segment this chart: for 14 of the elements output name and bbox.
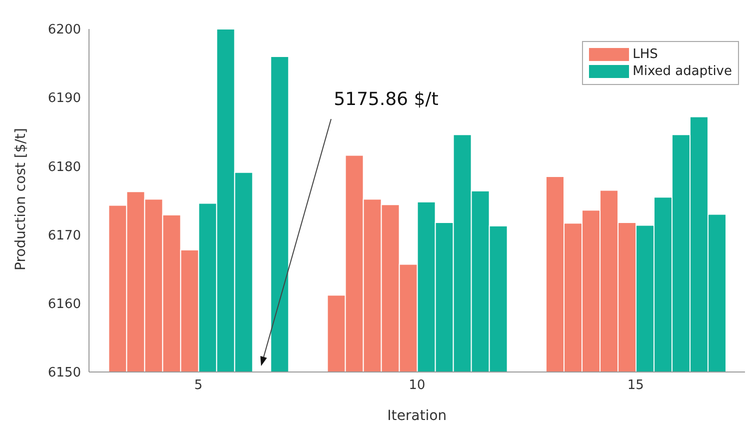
x-axis-title: Iteration	[387, 408, 447, 422]
annotation: 5175.86 $/t	[311, 79, 462, 119]
x-tick-label: 5	[194, 378, 202, 394]
legend-label: LHS	[632, 47, 658, 62]
x-tick-label: 15	[627, 378, 644, 394]
y-tick-label: 6200	[48, 22, 81, 38]
legend-label: Mixed adaptive	[632, 64, 732, 79]
y-axis-title: Production cost [$/t]	[12, 128, 29, 270]
y-tick-label: 6170	[48, 228, 81, 244]
y-tick-label: 6190	[48, 91, 81, 106]
y-tick-label: 6160	[48, 297, 81, 312]
y-tick-label: 6180	[48, 160, 81, 175]
y-tick-label: 6150	[48, 366, 81, 381]
x-tick-label: 10	[408, 378, 426, 394]
